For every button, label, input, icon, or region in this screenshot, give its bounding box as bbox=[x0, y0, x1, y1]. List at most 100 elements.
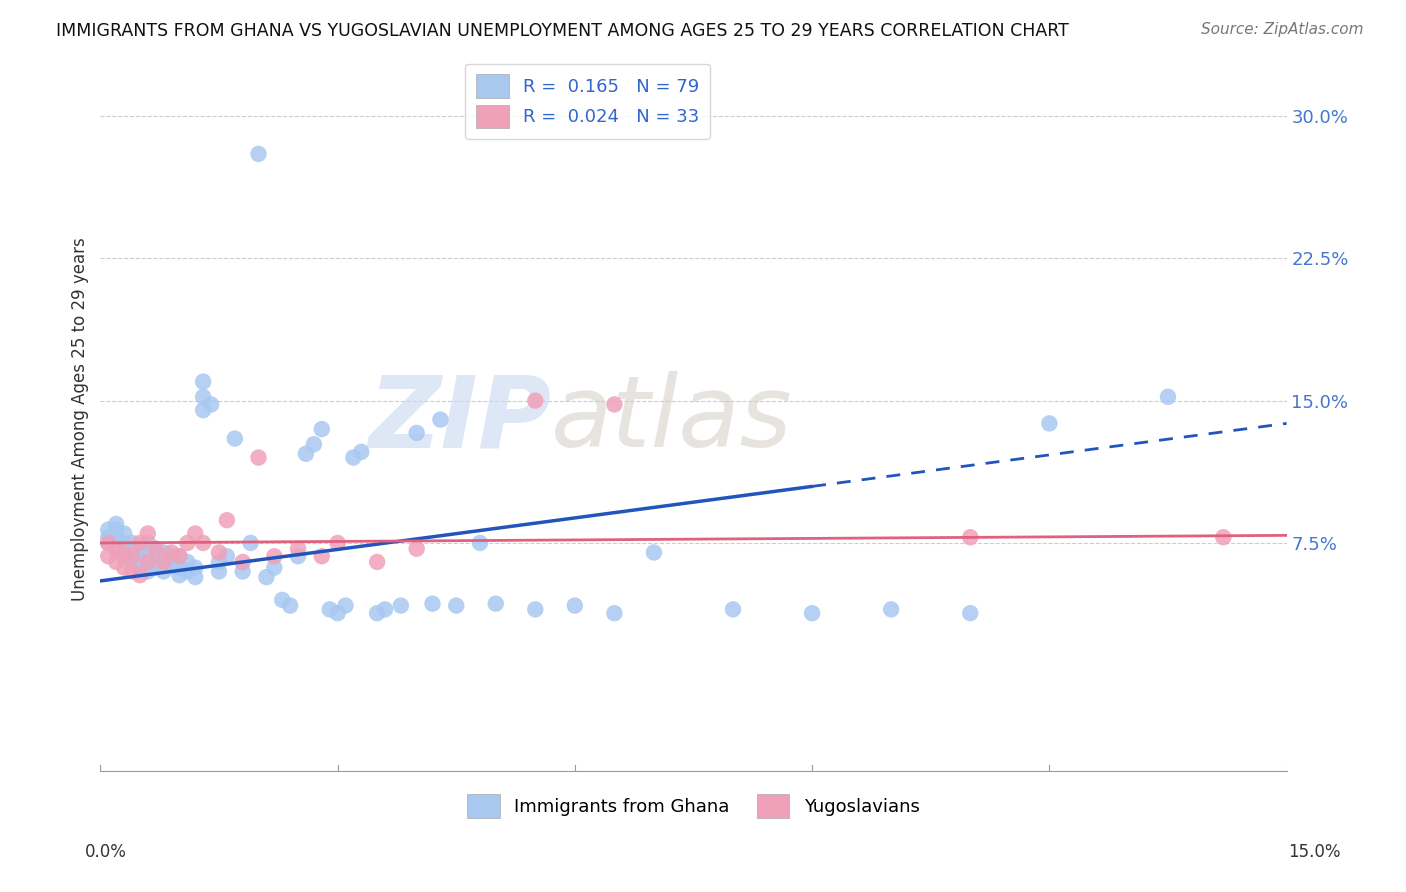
Point bbox=[112, 536, 135, 550]
Point bbox=[1157, 390, 1180, 404]
Point bbox=[326, 606, 349, 620]
Point bbox=[1038, 417, 1060, 431]
Point bbox=[603, 606, 626, 620]
Point bbox=[105, 523, 128, 537]
Text: atlas: atlas bbox=[551, 371, 793, 468]
Point bbox=[215, 513, 238, 527]
Point bbox=[121, 549, 143, 564]
Point bbox=[152, 565, 174, 579]
Point bbox=[136, 555, 159, 569]
Point bbox=[311, 422, 333, 436]
Point bbox=[959, 530, 981, 544]
Point bbox=[160, 545, 183, 559]
Point bbox=[136, 558, 159, 573]
Point bbox=[105, 516, 128, 531]
Point bbox=[160, 549, 183, 564]
Point bbox=[422, 597, 444, 611]
Point bbox=[524, 393, 547, 408]
Point bbox=[263, 560, 285, 574]
Point bbox=[295, 447, 318, 461]
Text: 0.0%: 0.0% bbox=[84, 843, 127, 861]
Point bbox=[444, 599, 467, 613]
Point bbox=[468, 536, 491, 550]
Point bbox=[136, 536, 159, 550]
Point bbox=[350, 445, 373, 459]
Point bbox=[311, 549, 333, 564]
Point bbox=[564, 599, 586, 613]
Point bbox=[169, 549, 191, 564]
Point bbox=[721, 602, 744, 616]
Point bbox=[128, 536, 150, 550]
Point bbox=[160, 558, 183, 573]
Point bbox=[121, 555, 143, 569]
Point bbox=[97, 523, 120, 537]
Point bbox=[342, 450, 364, 465]
Point bbox=[128, 549, 150, 564]
Point bbox=[97, 530, 120, 544]
Point bbox=[97, 536, 120, 550]
Point bbox=[112, 560, 135, 574]
Point bbox=[184, 526, 207, 541]
Point bbox=[176, 555, 198, 569]
Point bbox=[145, 560, 167, 574]
Point bbox=[191, 375, 214, 389]
Point bbox=[208, 565, 231, 579]
Point bbox=[136, 565, 159, 579]
Text: Source: ZipAtlas.com: Source: ZipAtlas.com bbox=[1201, 22, 1364, 37]
Point bbox=[232, 565, 254, 579]
Point bbox=[136, 526, 159, 541]
Point bbox=[429, 412, 451, 426]
Point bbox=[318, 602, 340, 616]
Point bbox=[169, 560, 191, 574]
Point bbox=[208, 555, 231, 569]
Point bbox=[287, 541, 309, 556]
Point bbox=[239, 536, 262, 550]
Point bbox=[105, 541, 128, 556]
Point bbox=[247, 147, 270, 161]
Point bbox=[145, 541, 167, 556]
Point bbox=[191, 403, 214, 417]
Point bbox=[366, 606, 388, 620]
Point bbox=[145, 555, 167, 569]
Point bbox=[112, 545, 135, 559]
Point bbox=[169, 549, 191, 564]
Text: 15.0%: 15.0% bbox=[1288, 843, 1341, 861]
Point bbox=[389, 599, 412, 613]
Point bbox=[97, 536, 120, 550]
Point bbox=[643, 545, 665, 559]
Point bbox=[176, 565, 198, 579]
Point bbox=[232, 555, 254, 569]
Point bbox=[374, 602, 396, 616]
Point bbox=[1212, 530, 1234, 544]
Point bbox=[801, 606, 824, 620]
Point bbox=[121, 545, 143, 559]
Point bbox=[191, 536, 214, 550]
Point bbox=[145, 541, 167, 556]
Point bbox=[191, 390, 214, 404]
Point bbox=[335, 599, 357, 613]
Point bbox=[959, 606, 981, 620]
Point bbox=[278, 599, 301, 613]
Point bbox=[326, 536, 349, 550]
Point bbox=[184, 560, 207, 574]
Point bbox=[136, 549, 159, 564]
Point bbox=[405, 541, 427, 556]
Point bbox=[128, 541, 150, 556]
Y-axis label: Unemployment Among Ages 25 to 29 years: Unemployment Among Ages 25 to 29 years bbox=[72, 238, 89, 601]
Point bbox=[200, 397, 222, 411]
Point bbox=[128, 568, 150, 582]
Point bbox=[184, 570, 207, 584]
Point bbox=[366, 555, 388, 569]
Point bbox=[97, 549, 120, 564]
Point bbox=[152, 555, 174, 569]
Point bbox=[224, 432, 246, 446]
Text: IMMIGRANTS FROM GHANA VS YUGOSLAVIAN UNEMPLOYMENT AMONG AGES 25 TO 29 YEARS CORR: IMMIGRANTS FROM GHANA VS YUGOSLAVIAN UNE… bbox=[56, 22, 1069, 40]
Point bbox=[254, 570, 277, 584]
Point bbox=[405, 425, 427, 440]
Point bbox=[215, 549, 238, 564]
Point bbox=[208, 545, 231, 559]
Point bbox=[302, 437, 325, 451]
Point bbox=[880, 602, 903, 616]
Point bbox=[152, 555, 174, 569]
Point bbox=[112, 549, 135, 564]
